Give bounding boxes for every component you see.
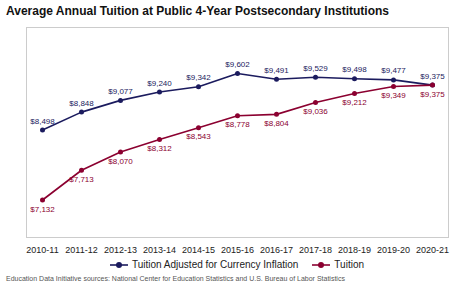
svg-text:$8,848: $8,848 [69,99,94,108]
svg-text:$9,477: $9,477 [381,66,406,75]
svg-text:$8,543: $8,543 [186,132,211,141]
svg-text:2014-15: 2014-15 [182,245,215,255]
svg-text:$9,491: $9,491 [264,66,289,75]
svg-text:2015-16: 2015-16 [221,245,254,255]
svg-text:$7,713: $7,713 [69,175,94,184]
svg-text:$8,498: $8,498 [30,117,55,126]
html-text:Tuition Adjusted for Currency: Tuition Adjusted for Currency Inflation [132,259,299,270]
svg-text:$8,312: $8,312 [147,144,172,153]
svg-text:$9,375: $9,375 [420,90,445,99]
svg-text:$9,077: $9,077 [108,87,133,96]
svg-text:2017-18: 2017-18 [299,245,332,255]
svg-text:$8,070: $8,070 [108,157,133,166]
html-text:Education Data Initiative sour: Education Data Initiative sources: Natio… [6,275,345,282]
svg-text:2018-19: 2018-19 [338,245,371,255]
svg-text:2010-11: 2010-11 [26,245,58,255]
svg-text:$8,804: $8,804 [264,119,289,128]
svg-text:$9,602: $9,602 [225,60,250,69]
svg-text:$9,349: $9,349 [381,91,406,100]
svg-text:$9,212: $9,212 [342,98,367,107]
svg-text:$9,375: $9,375 [420,72,445,81]
svg-text:$8,778: $8,778 [225,120,250,129]
html-text:Tuition: Tuition [334,259,364,270]
svg-text:2011-12: 2011-12 [65,245,97,255]
svg-text:$9,240: $9,240 [147,79,172,88]
svg-text:$9,342: $9,342 [186,73,211,82]
svg-text:$7,132: $7,132 [30,205,55,214]
svg-text:2013-14: 2013-14 [143,245,176,255]
svg-text:$9,498: $9,498 [342,65,367,74]
svg-text:$9,036: $9,036 [303,107,328,116]
svg-text:2016-17: 2016-17 [260,245,293,255]
svg-text:2012-13: 2012-13 [104,245,137,255]
html-text:Average Annual Tuition at Publ: Average Annual Tuition at Public 4-Year … [6,4,389,18]
svg-text:$9,529: $9,529 [303,64,328,73]
svg-text:2020-21: 2020-21 [416,245,449,255]
svg-text:2019-20: 2019-20 [377,245,410,255]
